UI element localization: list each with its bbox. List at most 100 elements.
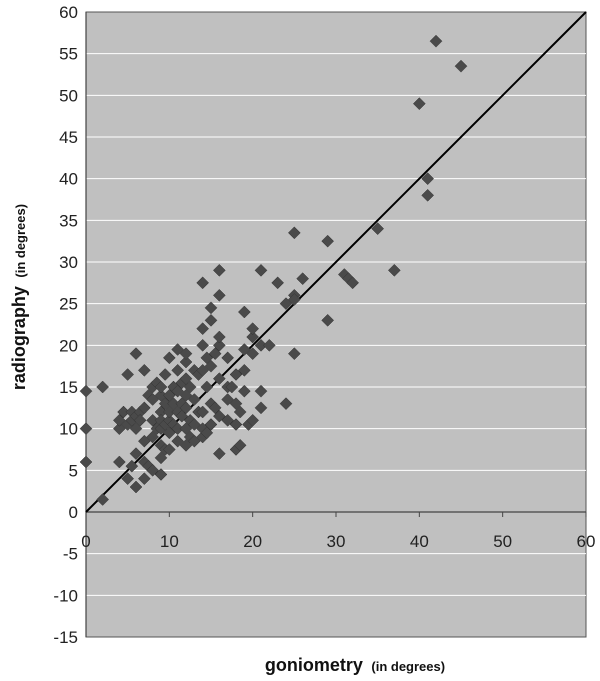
data-point: [179, 388, 193, 402]
y-axis-label: radiography: [9, 286, 29, 390]
data-point: [221, 351, 235, 365]
data-point: [196, 276, 210, 290]
x-tick-label: 50: [493, 532, 512, 551]
y-tick-label: 60: [59, 3, 78, 22]
x-axis-label: goniometry: [265, 655, 363, 675]
data-point: [387, 263, 401, 277]
y-tick-label: 5: [69, 461, 78, 480]
data-point: [229, 368, 243, 381]
data-point: [229, 397, 243, 411]
y-tick-label: 50: [59, 86, 78, 105]
data-point: [229, 418, 243, 431]
data-point: [237, 305, 251, 319]
data-point: [204, 301, 218, 315]
data-point: [287, 226, 301, 240]
x-axis-title: goniometry (in degrees): [265, 655, 445, 675]
data-point: [254, 384, 268, 398]
y-tick-label: 20: [59, 336, 78, 355]
data-point: [146, 463, 160, 477]
y-tick-label: 15: [59, 378, 78, 397]
data-point: [158, 368, 172, 381]
data-point: [133, 413, 147, 427]
plot-area: [85, 11, 587, 638]
data-point: [200, 351, 214, 365]
data-point: [129, 422, 143, 436]
data-point: [279, 397, 293, 411]
y-tick-labels: -15 -10 -5 0 5 10 15 20 25 30 35 40 45 50 55 60: [53, 3, 78, 647]
y-axis-title: radiography (in degrees): [9, 204, 29, 390]
data-point: [212, 263, 226, 277]
x-tick-label: 40: [410, 532, 429, 551]
data-point: [171, 343, 185, 356]
data-point: [179, 438, 193, 452]
data-point: [200, 426, 214, 440]
x-tick-label: 60: [577, 532, 596, 551]
data-point: [246, 347, 260, 361]
data-point: [154, 468, 168, 481]
x-axis-unit: (in degrees): [371, 659, 445, 674]
data-point: [287, 293, 301, 306]
data-point: [204, 313, 218, 327]
data-point: [237, 343, 251, 356]
data-point: [321, 234, 335, 248]
data-point: [137, 434, 151, 448]
data-point: [208, 347, 222, 361]
data-point: [279, 297, 293, 311]
data-point: [212, 330, 226, 344]
data-points: [79, 34, 468, 506]
data-point: [154, 380, 168, 394]
y-tick-label: -10: [53, 586, 78, 605]
data-point: [179, 401, 193, 415]
data-point: [246, 322, 260, 336]
data-point: [233, 405, 247, 419]
data-point: [262, 338, 276, 352]
data-point: [154, 451, 168, 465]
data-point: [271, 276, 285, 290]
data-point: [146, 393, 160, 406]
data-point: [171, 384, 185, 398]
data-point: [204, 418, 218, 431]
data-point: [162, 426, 176, 440]
y-tick-label: 45: [59, 128, 78, 147]
x-tick-label: 30: [327, 532, 346, 551]
y-tick-label: 25: [59, 295, 78, 314]
data-point: [208, 401, 222, 415]
data-point: [162, 388, 176, 402]
data-point: [129, 480, 143, 494]
data-point: [221, 413, 235, 427]
y-tick-label: -15: [53, 628, 78, 647]
data-point: [187, 393, 201, 406]
y-tick-label: 10: [59, 420, 78, 439]
x-tick-labels: 0 10 20 30 40 50 60: [81, 532, 595, 551]
data-point: [162, 351, 176, 365]
data-point: [121, 472, 135, 486]
axes: [85, 12, 587, 637]
data-point: [125, 459, 139, 473]
data-point: [421, 172, 435, 186]
data-point: [412, 97, 426, 111]
data-point: [196, 338, 210, 352]
data-point: [179, 355, 193, 369]
data-point: [246, 413, 260, 427]
data-point: [429, 34, 443, 48]
data-point: [212, 409, 226, 423]
y-tick-label: 35: [59, 211, 78, 230]
data-point: [196, 363, 210, 377]
data-point: [96, 493, 110, 506]
data-point: [296, 272, 310, 286]
data-point: [212, 338, 226, 352]
data-point: [237, 384, 251, 398]
data-point: [112, 455, 126, 469]
data-point: [79, 455, 93, 469]
x-tick-label: 20: [243, 532, 262, 551]
data-point: [137, 401, 151, 415]
data-point: [183, 380, 197, 394]
data-point: [321, 313, 335, 327]
y-tick-label: 30: [59, 253, 78, 272]
data-point: [200, 380, 214, 394]
data-point: [96, 380, 110, 394]
y-tick-label: 40: [59, 170, 78, 189]
data-point: [171, 363, 185, 377]
data-point: [175, 409, 189, 423]
